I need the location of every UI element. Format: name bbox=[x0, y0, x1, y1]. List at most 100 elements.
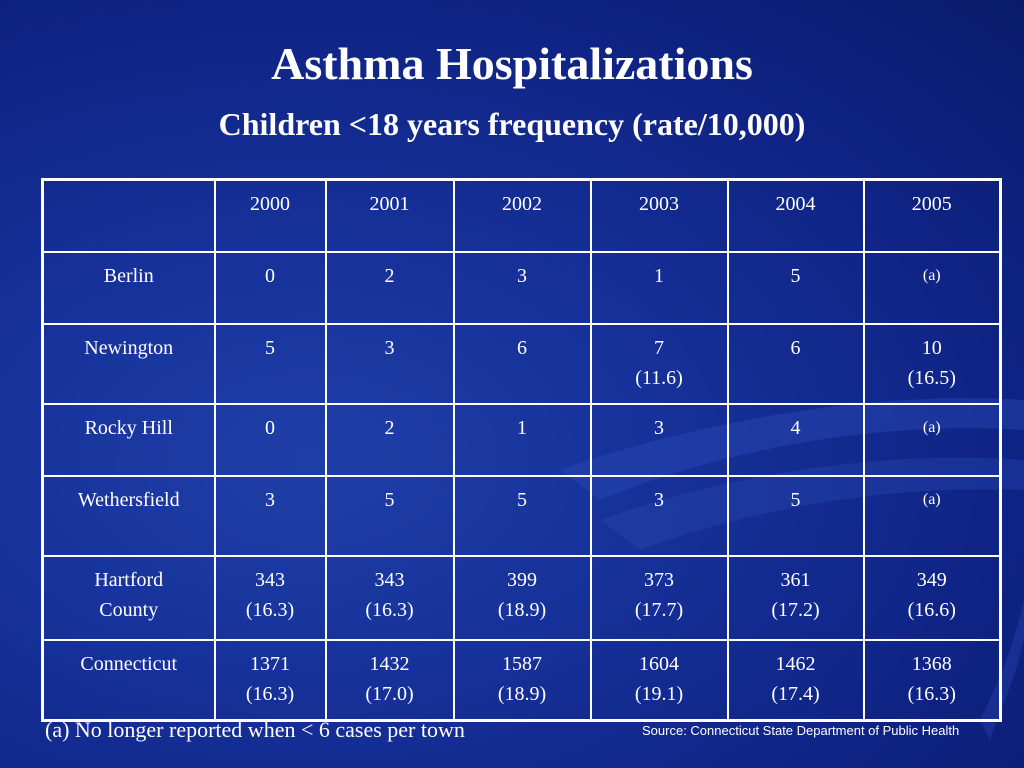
data-cell: 1368 (16.3) bbox=[862, 639, 1002, 722]
cell-rate: (19.1) bbox=[634, 683, 684, 705]
data-cell: 1 bbox=[589, 251, 729, 325]
source-note: Source: Connecticut State Department of … bbox=[642, 723, 960, 738]
data-cell: 4 bbox=[726, 403, 865, 477]
cell-count: 2 bbox=[384, 417, 395, 439]
row-label-cell: Wethersfield bbox=[41, 475, 216, 557]
cell-count: 3 bbox=[654, 417, 664, 439]
table-row: Connecticut 1371 (16.3) 1432 (17.0) 1587 (18.9… bbox=[41, 639, 1002, 722]
data-cell: (a) bbox=[862, 251, 1002, 325]
hospitalization-table: 2000 2001 2002 2003 2004 2005 Berlin 0 2 3 1… bbox=[41, 178, 1002, 722]
cell-rate: (16.3) bbox=[245, 599, 295, 621]
cell-count: 361 bbox=[780, 569, 811, 591]
row-label-text: Berlin bbox=[103, 265, 154, 287]
cell-count: 5 bbox=[265, 337, 275, 359]
data-cell: 6 bbox=[726, 323, 865, 405]
cell-count: 373 bbox=[644, 569, 674, 591]
row-label-cell: Newington bbox=[41, 323, 216, 405]
cell-rate: (17.2) bbox=[771, 599, 820, 621]
cell-count: 5 bbox=[790, 489, 801, 511]
data-cell: 399 (18.9) bbox=[452, 555, 592, 641]
cell-count: 349 bbox=[916, 569, 947, 591]
cell-rate: (18.9) bbox=[497, 683, 547, 705]
data-cell: 1462 (17.4) bbox=[726, 639, 865, 722]
header-cell-year: 2001 bbox=[324, 178, 455, 253]
data-cell: 343 (16.3) bbox=[213, 555, 327, 641]
table-row: Hartford County 343 (16.3) 343 (16.3) 399 (18.9… bbox=[41, 555, 1002, 641]
cell-count: 3 bbox=[654, 489, 664, 511]
row-label-text: County bbox=[99, 599, 159, 621]
cell-count: 3 bbox=[517, 265, 527, 287]
cell-rate: (17.7) bbox=[634, 599, 684, 621]
data-cell: 373 (17.7) bbox=[589, 555, 729, 641]
cell-count: 5 bbox=[517, 489, 527, 511]
cell-count: 6 bbox=[517, 337, 527, 359]
row-label-text: Rocky Hill bbox=[84, 417, 173, 439]
row-label-text: Connecticut bbox=[80, 653, 178, 675]
data-cell: 349 (16.6) bbox=[862, 555, 1002, 641]
cell-rate: (18.9) bbox=[497, 599, 547, 621]
data-cell: 361 (17.2) bbox=[726, 555, 865, 641]
footnote: (a) No longer reported when < 6 cases pe… bbox=[45, 717, 465, 742]
cell-rate: (16.3) bbox=[907, 683, 956, 705]
data-cell: 3 bbox=[452, 251, 592, 325]
row-label-text: Newington bbox=[84, 337, 174, 359]
cell-count: 1462 bbox=[775, 653, 816, 675]
cell-count: (a) bbox=[922, 491, 941, 508]
data-cell: 2 bbox=[324, 403, 455, 477]
cell-count: 6 bbox=[790, 337, 801, 359]
data-cell: 343 (16.3) bbox=[324, 555, 455, 641]
cell-count: 0 bbox=[265, 265, 275, 287]
cell-count: 5 bbox=[384, 489, 395, 511]
data-cell: 7 (11.6) bbox=[589, 323, 729, 405]
cell-rate: (16.3) bbox=[245, 683, 295, 705]
row-label-cell: Hartford County bbox=[41, 555, 216, 641]
cell-count: 7 bbox=[654, 337, 664, 359]
slide-subtitle: Children <18 years frequency (rate/10,00… bbox=[218, 106, 806, 142]
data-cell: 5 bbox=[324, 475, 455, 557]
cell-count: 1604 bbox=[639, 653, 679, 675]
data-cell: 1587 (18.9) bbox=[452, 639, 592, 722]
header-cell-year: 2003 bbox=[589, 178, 729, 253]
data-cell: 3 bbox=[589, 403, 729, 477]
data-cell: 1432 (17.0) bbox=[324, 639, 455, 722]
cell-count: 2 bbox=[384, 265, 395, 287]
table-body: Berlin 0 2 3 1 5 (a) Newington 5 3 6 7 (11.6) 6 10 (16.… bbox=[41, 251, 1002, 722]
data-cell: 5 bbox=[452, 475, 592, 557]
header-cell-year: 2005 bbox=[862, 178, 1002, 253]
cell-rate: (17.4) bbox=[771, 683, 820, 705]
header-cell-empty bbox=[41, 178, 216, 253]
data-cell: 5 bbox=[726, 251, 865, 325]
row-label-cell: Connecticut bbox=[41, 639, 216, 722]
data-cell: 0 bbox=[213, 403, 327, 477]
row-label-cell: Rocky Hill bbox=[41, 403, 216, 477]
data-cell: 3 bbox=[589, 475, 729, 557]
cell-count: 1371 bbox=[250, 653, 290, 675]
cell-count: 3 bbox=[384, 337, 395, 359]
row-label-text: Wethersfield bbox=[77, 489, 180, 511]
row-label-cell: Berlin bbox=[41, 251, 216, 325]
slide-title: Asthma Hospitalizations bbox=[271, 38, 753, 89]
data-cell: 1371 (16.3) bbox=[213, 639, 327, 722]
header-cell-year: 2004 bbox=[726, 178, 865, 253]
data-cell: 6 bbox=[452, 323, 592, 405]
cell-count: 10 bbox=[921, 337, 942, 359]
data-cell: 10 (16.5) bbox=[862, 323, 1002, 405]
cell-count: 4 bbox=[790, 417, 801, 439]
cell-rate: (17.0) bbox=[365, 683, 414, 705]
cell-rate: (16.6) bbox=[907, 599, 956, 621]
cell-count: 5 bbox=[790, 265, 801, 287]
header-cell-year: 2000 bbox=[213, 178, 327, 253]
cell-count: (a) bbox=[922, 267, 941, 284]
cell-count: (a) bbox=[922, 419, 941, 436]
data-cell: 5 bbox=[726, 475, 865, 557]
table-row: Wethersfield 3 5 5 3 5 (a) bbox=[41, 475, 1002, 557]
table-header-row: 2000 2001 2002 2003 2004 2005 bbox=[41, 178, 1002, 253]
data-cell: 1 bbox=[452, 403, 592, 477]
data-cell: (a) bbox=[862, 475, 1002, 557]
cell-count: 1587 bbox=[502, 653, 542, 675]
cell-count: 1 bbox=[517, 417, 527, 439]
data-cell: 3 bbox=[213, 475, 327, 557]
cell-count: 3 bbox=[265, 489, 275, 511]
cell-rate: (16.3) bbox=[365, 599, 414, 621]
data-cell: 2 bbox=[324, 251, 455, 325]
